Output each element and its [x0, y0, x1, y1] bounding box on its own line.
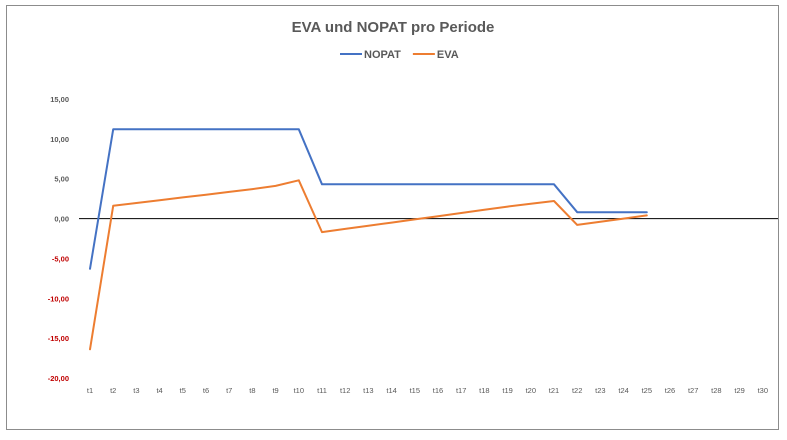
x-tick-label: t30	[758, 386, 768, 395]
x-tick-label: t27	[688, 386, 698, 395]
x-tick-label: t8	[249, 386, 255, 395]
x-tick-label: t1	[87, 386, 93, 395]
legend-label-nopat: NOPAT	[364, 49, 401, 61]
x-tick-label: t15	[410, 386, 420, 395]
series-line-eva	[89, 179, 648, 351]
x-tick-label: t10	[294, 386, 304, 395]
x-tick-label: t12	[340, 386, 350, 395]
x-tick-label: t19	[502, 386, 512, 395]
x-tick-label: t6	[203, 386, 209, 395]
series-layer	[89, 128, 648, 351]
x-tick-label: t17	[456, 386, 466, 395]
x-tick-label: t28	[711, 386, 721, 395]
y-tick-label: -15,00	[48, 334, 69, 343]
x-axis: t1 t2 t3 t4 t5 t6 t7 t8 t9 t10 t11 t12 t13 t14 t15 t16 t…	[87, 386, 768, 395]
x-tick-label: t4	[156, 386, 162, 395]
y-tick-label: 0,00	[54, 215, 69, 224]
x-tick-label: t22	[572, 386, 582, 395]
legend: NOPAT EVA	[340, 49, 459, 61]
x-tick-label: t9	[272, 386, 278, 395]
x-tick-label: t7	[226, 386, 232, 395]
x-tick-label: t21	[549, 386, 559, 395]
chart-title: EVA und NOPAT pro Periode	[292, 19, 495, 36]
y-tick-label: 15,00	[50, 95, 69, 104]
x-tick-label: t16	[433, 386, 443, 395]
x-tick-label: t24	[618, 386, 628, 395]
chart-svg: EVA und NOPAT pro Periode NOPAT EVA 15,00…	[48, 19, 778, 395]
x-tick-label: t11	[317, 386, 327, 395]
x-tick-label: t29	[734, 386, 744, 395]
x-tick-label: t18	[479, 386, 489, 395]
x-tick-label: t5	[180, 386, 186, 395]
y-tick-label: -5,00	[52, 254, 69, 263]
x-tick-label: t25	[642, 386, 652, 395]
chart-area: EVA und NOPAT pro Periode NOPAT EVA 15,00…	[6, 5, 779, 430]
x-tick-label: t23	[595, 386, 605, 395]
series-line-nopat	[89, 128, 648, 270]
y-tick-label: -20,00	[48, 374, 69, 383]
y-tick-label: -10,00	[48, 294, 69, 303]
legend-label-eva: EVA	[437, 49, 459, 61]
x-tick-label: t26	[665, 386, 675, 395]
x-tick-label: t13	[363, 386, 373, 395]
y-axis: 15,00 10,00 5,00 0,00 -5,00 -10,00 -15,00 -20,0…	[48, 95, 778, 383]
y-tick-label: 10,00	[50, 135, 69, 144]
y-tick-label: 5,00	[54, 175, 69, 184]
x-tick-label: t3	[133, 386, 139, 395]
x-tick-label: t14	[386, 386, 396, 395]
x-tick-label: t20	[526, 386, 536, 395]
x-tick-label: t2	[110, 386, 116, 395]
